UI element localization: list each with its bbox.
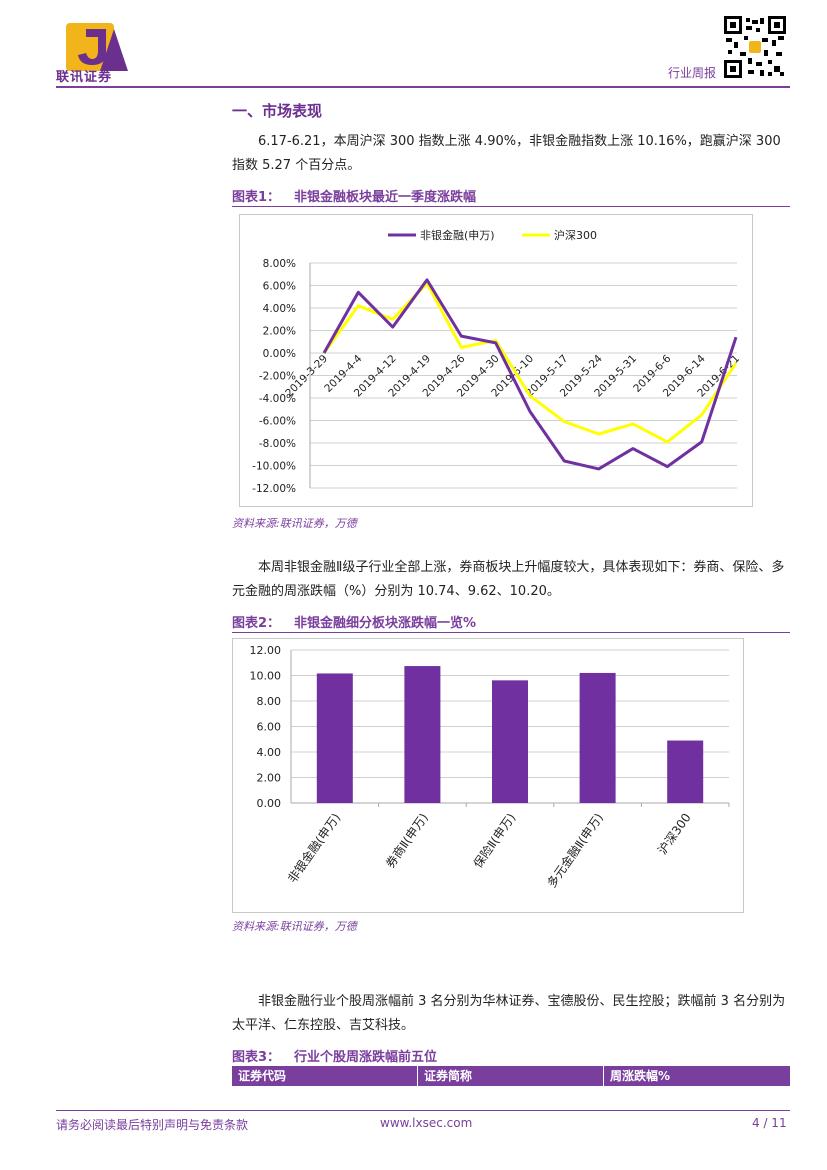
bar <box>579 672 616 803</box>
y-tick-label: -4.00% <box>259 393 296 405</box>
paragraph-2: 本周非银金融Ⅱ级子行业全部上涨，券商板块上升幅度较大，具体表现如下：券商、保险、… <box>232 560 785 599</box>
figure-1-title: 非银金融板块最近一季度涨跌幅 <box>294 190 477 205</box>
x-tick-label: 保险Ⅱ(申万) <box>470 810 519 870</box>
y-tick-label: 0.00% <box>263 348 296 360</box>
footer-page-number: 4 / 11 <box>752 1116 787 1130</box>
x-tick-label: 券商Ⅱ(申万) <box>382 810 431 870</box>
figure-1-rule <box>232 206 790 207</box>
legend-label: 沪深300 <box>554 228 597 242</box>
logo-text: 联讯证券 <box>56 70 113 85</box>
y-tick-label: 6.00 <box>257 721 282 734</box>
figure-2-title: 非银金融细分板块涨跌幅一览% <box>294 616 477 631</box>
y-tick-label: -10.00% <box>252 461 296 473</box>
y-tick-label: -8.00% <box>259 438 296 450</box>
figure-3-caption: 图表3： 行业个股周涨跌幅前五位 <box>232 1046 437 1065</box>
y-tick-label: 4.00 <box>257 746 282 759</box>
header-title: 行业周报 <box>668 66 717 80</box>
bar <box>492 680 528 803</box>
y-tick-label: 2.00 <box>257 772 282 785</box>
section-title: 一、市场表现 <box>232 102 323 120</box>
figure-1-caption: 图表1： 非银金融板块最近一季度涨跌幅 <box>232 186 476 205</box>
series-line-0 <box>322 278 738 471</box>
y-tick-label: 2.00% <box>263 326 296 338</box>
y-tick-label: 10.00 <box>250 670 282 683</box>
footer-rule <box>56 1110 790 1111</box>
series-line-1 <box>322 281 738 444</box>
footer-url[interactable]: www.lxsec.com <box>380 1116 473 1130</box>
table-header-change: 周涨跌幅% <box>610 1069 671 1083</box>
x-tick-label: 多元金融Ⅱ(申万) <box>544 810 606 890</box>
figure-1-source: 资料来源:联讯证券，万德 <box>232 517 357 530</box>
table-3-header: 证券代码 证券简称 周涨跌幅% <box>232 1066 790 1086</box>
line-chart: 8.00% 6.00% 4.00% 2.00% 0.00% -2.00% -4.00% -6.… <box>252 228 742 495</box>
y-tick-label: -12.00% <box>252 483 296 495</box>
y-tick-label: 0.00 <box>257 797 282 810</box>
figure-2-source: 资料来源:联讯证券，万德 <box>232 920 357 933</box>
legend-label: 非银金融(申万) <box>420 228 495 242</box>
y-tick-label: 12.00 <box>250 644 282 657</box>
bar <box>667 740 704 803</box>
figure-2-caption: 图表2： 非银金融细分板块涨跌幅一览% <box>232 612 476 631</box>
table-header-code: 证券代码 <box>232 1066 418 1086</box>
y-tick-label: -2.00% <box>259 371 296 383</box>
y-tick-label: 4.00% <box>263 303 296 315</box>
bar <box>316 673 353 803</box>
x-tick-label: 沪深300 <box>655 811 693 857</box>
table-header-name: 证券简称 <box>418 1066 604 1086</box>
figure-3-title: 行业个股周涨跌幅前五位 <box>294 1050 438 1065</box>
bar <box>404 666 441 803</box>
figure-2-rule <box>232 632 790 633</box>
x-tick-label: 非银金融(申万) <box>284 810 343 885</box>
y-tick-label: 8.00% <box>263 258 296 270</box>
paragraph-1: 6.17-6.21，本周沪深 300 指数上涨 4.90%，非银金融指数上涨 1… <box>232 134 781 173</box>
y-tick-label: 6.00% <box>263 281 296 293</box>
y-tick-label: -6.00% <box>259 416 296 428</box>
figure-2-label: 图表2： <box>232 616 281 631</box>
figure-1-frame: 8.00% 6.00% 4.00% 2.00% 0.00% -2.00% -4.00% -6.… <box>239 214 753 507</box>
y-tick-label: 8.00 <box>257 695 282 708</box>
paragraph-3: 非银金融行业个股周涨幅前 3 名分别为华林证券、宝德股份、民生控股；跌幅前 3 … <box>232 994 786 1033</box>
footer-disclaimer: 请务必阅读最后特别声明与免责条款 <box>56 1118 249 1132</box>
figure-1-label: 图表1： <box>232 190 281 205</box>
figure-3-label: 图表3： <box>232 1050 281 1065</box>
figure-2-frame: 12.00 10.00 8.00 6.00 4.00 2.00 0.00 非银金融(申万) 券商… <box>232 638 744 913</box>
header-rule <box>56 86 790 88</box>
qr-code-icon <box>724 16 786 78</box>
company-logo <box>66 23 128 71</box>
